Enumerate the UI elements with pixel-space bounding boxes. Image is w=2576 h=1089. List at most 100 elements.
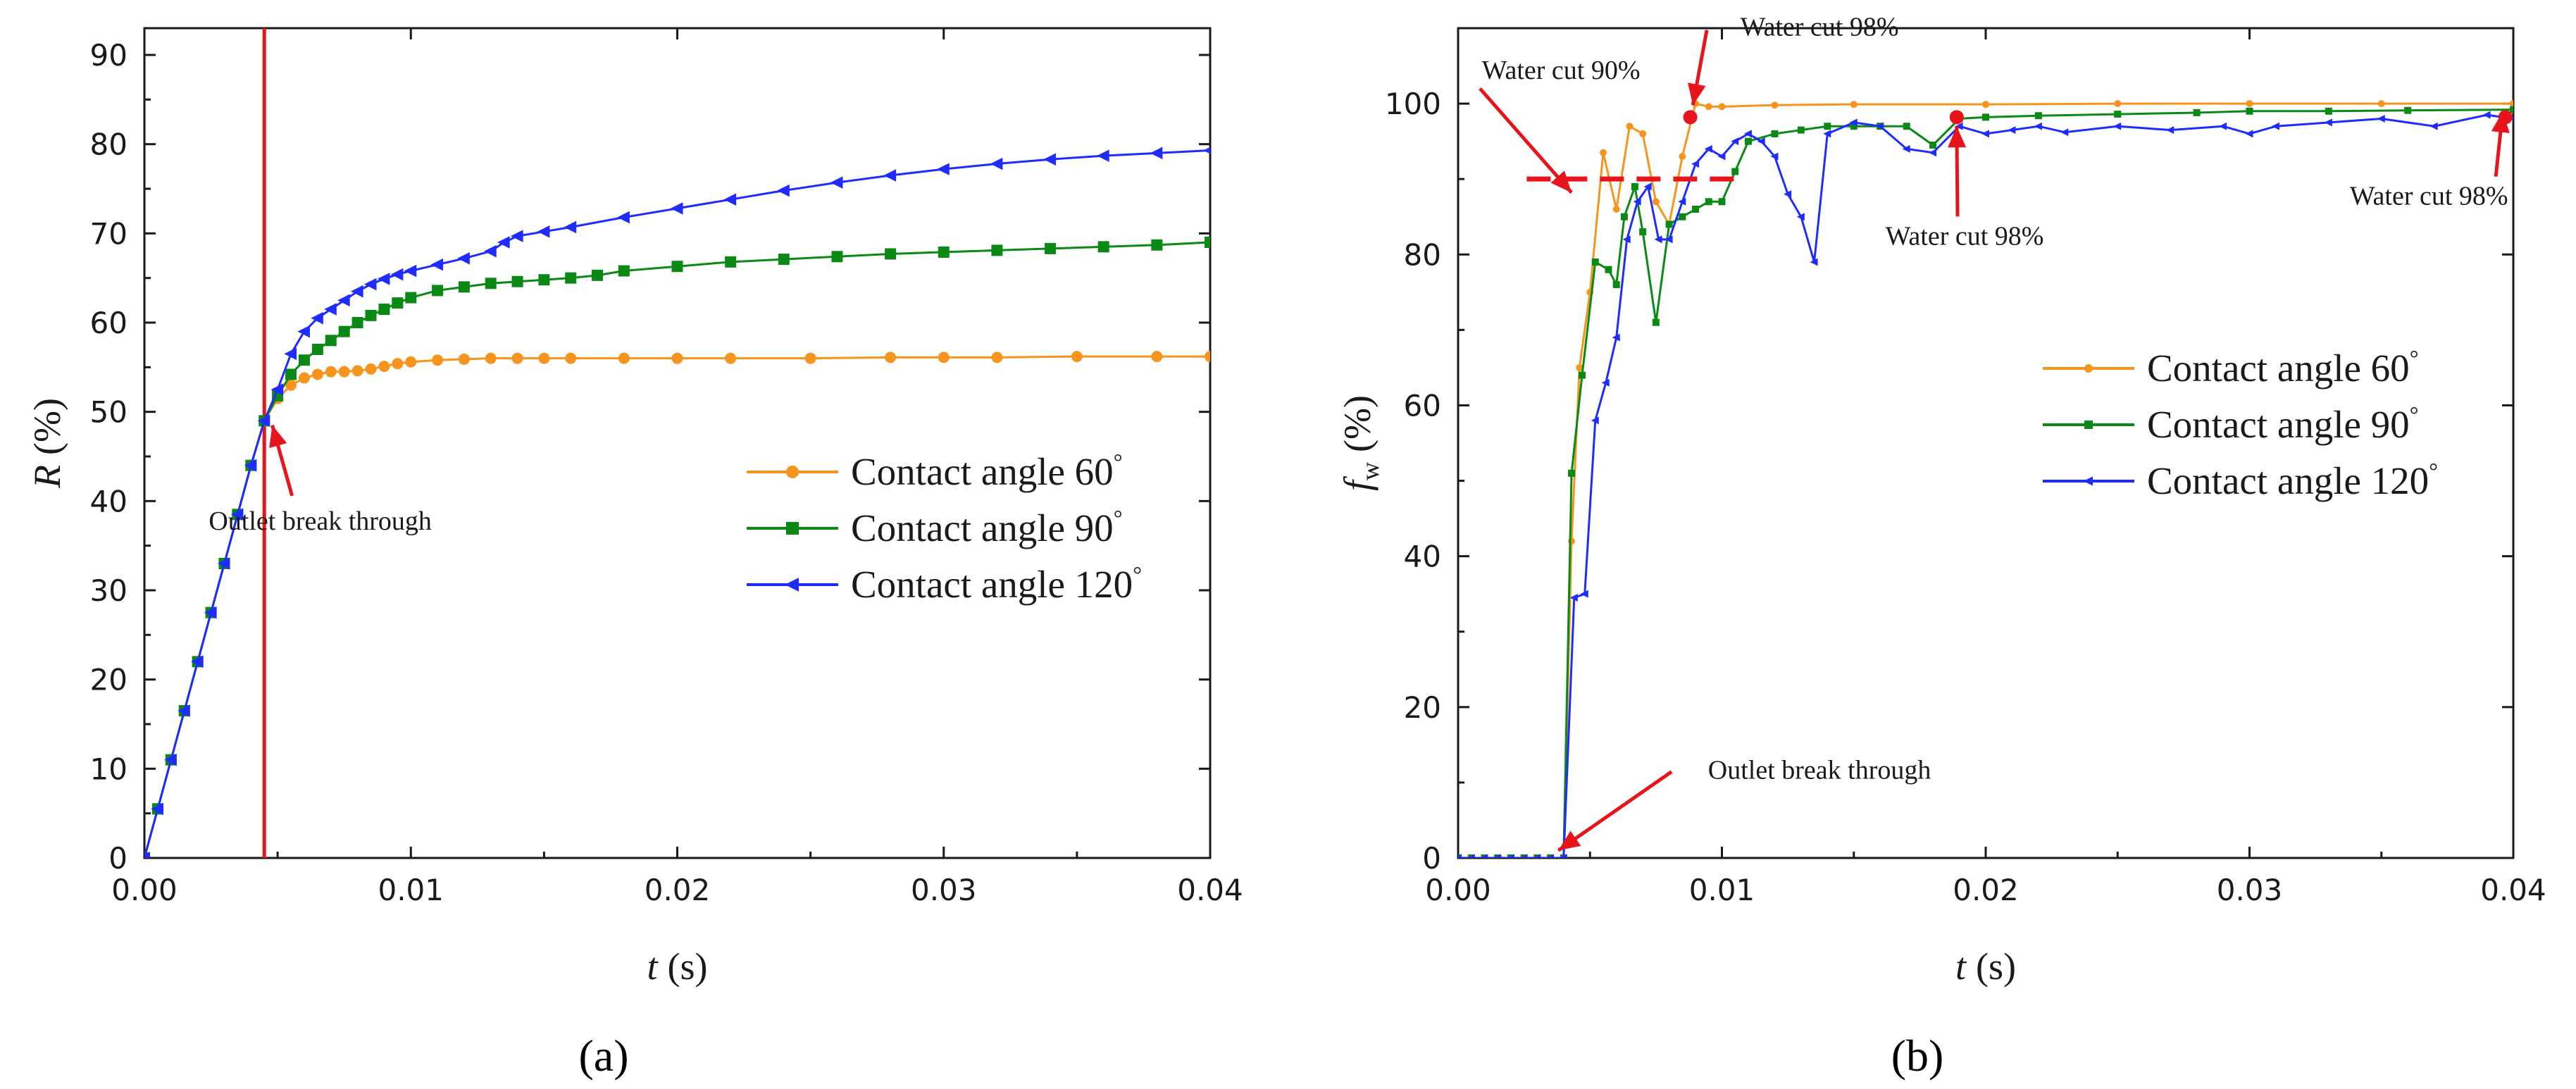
data-point-series_90 <box>485 278 497 290</box>
x-axis-label-symbol: t <box>1955 945 1967 988</box>
y-tick-label: 20 <box>1404 690 1441 725</box>
data-point-series_120 <box>510 230 523 242</box>
x-tick-label: 0.03 <box>911 873 977 907</box>
data-point-series_120 <box>1704 144 1712 153</box>
legend-degree-symbol: ° <box>2410 402 2419 427</box>
data-point-series_60 <box>511 352 523 364</box>
data-point-series_120 <box>1743 130 1752 138</box>
annotation-text: Water cut 98% <box>2350 182 2508 211</box>
data-point-series_60 <box>1626 123 1634 130</box>
legend-marker-series_90 <box>786 522 799 535</box>
data-point-series_60 <box>804 352 816 364</box>
data-point-series_90 <box>1205 237 1210 248</box>
data-point-series_120 <box>363 278 377 291</box>
data-point-series_60 <box>725 352 737 364</box>
data-point-series_90 <box>1151 239 1163 251</box>
data-point-series_90 <box>432 285 444 297</box>
data-point-series_60 <box>671 352 683 364</box>
legend-label-text: Contact angle 120 <box>851 563 1133 606</box>
data-point-series_60 <box>285 379 297 391</box>
data-point-series_90 <box>1679 213 1686 220</box>
data-point-series_90 <box>511 275 523 287</box>
data-point-series_90 <box>1631 182 1638 190</box>
data-point-series_90 <box>725 256 737 268</box>
data-point-series_90 <box>1045 242 1057 254</box>
data-point-series_90 <box>2325 107 2332 115</box>
data-point-series_60 <box>338 366 350 378</box>
data-point-series_120 <box>1546 854 1555 858</box>
data-point-series_60 <box>885 351 897 363</box>
data-point-series_120 <box>670 202 683 215</box>
data-point-series_120 <box>1633 197 1641 206</box>
series-line-series_120 <box>1458 113 2513 858</box>
legend-marker-series_90 <box>2084 421 2093 429</box>
data-point-series_120 <box>1480 854 1488 858</box>
data-point-series_120 <box>284 347 297 361</box>
data-point-series_120 <box>1665 235 1673 244</box>
y-axis-label: R (%) <box>26 398 68 489</box>
data-point-series_90 <box>458 281 470 293</box>
x-axis-label-unit: (s) <box>668 945 708 988</box>
data-point-series_120 <box>2034 122 2042 130</box>
data-point-series_90 <box>285 368 297 380</box>
water-cut-98-marker <box>1949 110 1964 125</box>
annotation-arrow-shaft <box>1479 87 1573 194</box>
x-tick-label: 0.00 <box>1425 873 1491 907</box>
x-axis-label: t (s) <box>1955 945 2016 988</box>
annotation-arrow-head <box>2491 111 2510 134</box>
data-point-series_120 <box>1823 130 1831 138</box>
y-tick-label: 60 <box>90 306 127 340</box>
data-point-series_120 <box>1810 258 1818 266</box>
data-point-series_120 <box>2271 122 2279 130</box>
data-point-series_90 <box>592 269 604 281</box>
data-point-series_120 <box>1612 333 1620 342</box>
data-point-series_120 <box>217 557 230 570</box>
annotation-arrow-head <box>1948 126 1967 148</box>
data-point-series_120 <box>1757 137 1765 146</box>
data-point-series_60 <box>485 352 497 364</box>
data-point-series_90 <box>1903 123 1910 130</box>
data-point-series_120 <box>497 236 510 249</box>
legend-label-series_120: Contact angle 120° <box>2147 458 2438 502</box>
data-point-series_90 <box>1605 266 1612 273</box>
annotation-arrow-head <box>269 425 287 449</box>
data-point-series_90 <box>378 304 390 315</box>
data-point-series_90 <box>1797 126 1805 134</box>
data-point-series_120 <box>311 311 323 325</box>
data-point-series_120 <box>151 802 163 816</box>
data-point-series_90 <box>671 261 683 273</box>
data-point-series_120 <box>404 264 417 278</box>
data-point-series_90 <box>938 246 950 258</box>
data-point-series_120 <box>1796 213 1805 221</box>
data-point-series_90 <box>1705 198 1712 206</box>
data-point-series_60 <box>538 352 550 364</box>
data-point-series_120 <box>2324 118 2332 127</box>
data-point-series_90 <box>365 309 377 321</box>
data-point-series_90 <box>1652 318 1660 326</box>
data-point-series_120 <box>1981 130 1989 138</box>
data-point-series_120 <box>1493 854 1502 858</box>
y-tick-label: 80 <box>90 127 127 162</box>
data-point-series_60 <box>1612 206 1620 213</box>
x-tick-label: 0.03 <box>2217 873 2283 907</box>
data-point-series_60 <box>1718 103 1726 111</box>
data-point-series_60 <box>1639 130 1647 137</box>
annotation-text: Outlet break through <box>209 506 432 536</box>
panel-label-b: (b) <box>1891 1031 1944 1081</box>
annotation-text: Water cut 98% <box>1741 13 1899 42</box>
data-point-series_120 <box>297 325 310 338</box>
data-point-series_90 <box>1579 371 1586 379</box>
legend-label-text: Contact angle 90 <box>2147 403 2410 446</box>
x-tick-label: 0.04 <box>1177 873 1243 907</box>
x-axis-label-symbol: t <box>647 945 659 988</box>
data-point-series_60 <box>1705 103 1712 111</box>
y-tick-label: 60 <box>1404 388 1441 423</box>
legend-label-text: Contact angle 90 <box>851 506 1114 549</box>
y-tick-label: 40 <box>90 484 127 518</box>
data-point-series_120 <box>2219 122 2227 130</box>
data-point-series_90 <box>885 248 897 260</box>
data-point-series_60 <box>1850 101 1858 108</box>
water-cut-98-marker <box>1683 110 1698 125</box>
data-point-series_120 <box>2060 128 2069 137</box>
